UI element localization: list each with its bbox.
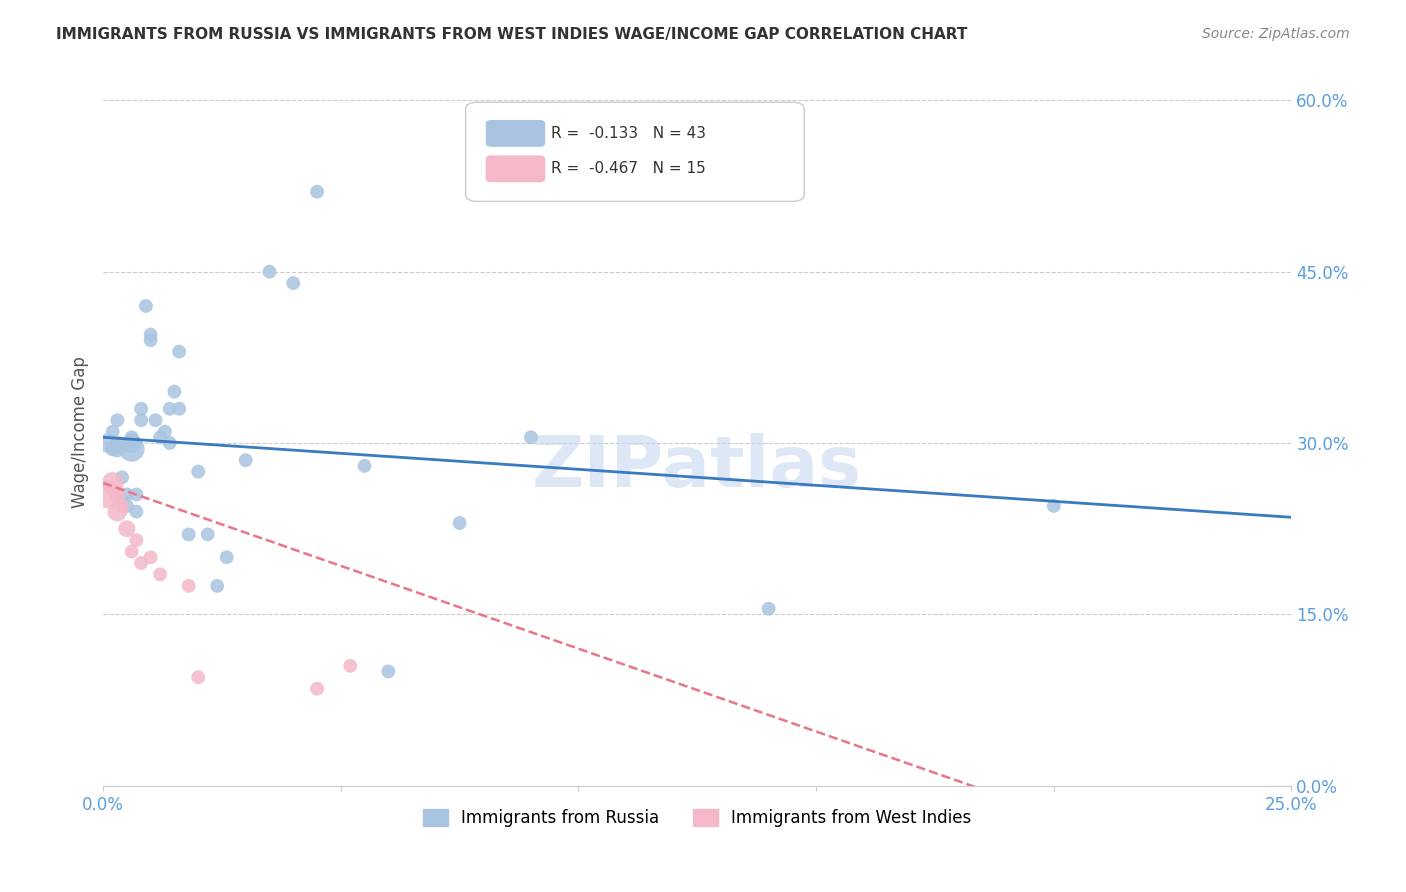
Point [115,499,138,513]
FancyBboxPatch shape [485,120,546,147]
Point [121,544,143,558]
Point [149,567,172,582]
Point [153,425,176,439]
Text: R =  -0.133   N = 43: R = -0.133 N = 43 [551,126,706,141]
Point [167,401,190,416]
Point [105,413,128,427]
Point [121,436,143,450]
Point [1042,499,1064,513]
Y-axis label: Wage/Income Gap: Wage/Income Gap [72,356,89,508]
Point [129,556,152,570]
Point [197,527,219,541]
Point [115,522,138,536]
Point [111,493,134,508]
Point [111,499,134,513]
Point [145,413,167,427]
Point [97,436,120,450]
Point [135,299,157,313]
Point [353,458,375,473]
Text: Source: ZipAtlas.com: Source: ZipAtlas.com [1202,27,1350,41]
Point [377,665,399,679]
Point [115,487,138,501]
Point [205,579,228,593]
Point [111,470,134,484]
Point [159,401,181,416]
Point [101,476,124,491]
Point [105,442,128,456]
Text: ZIPatlas: ZIPatlas [533,433,862,501]
Point [97,487,120,501]
Point [177,527,200,541]
Text: IMMIGRANTS FROM RUSSIA VS IMMIGRANTS FROM WEST INDIES WAGE/INCOME GAP CORRELATIO: IMMIGRANTS FROM RUSSIA VS IMMIGRANTS FRO… [56,27,967,42]
Point [339,658,361,673]
Point [139,327,162,342]
Point [520,430,543,444]
FancyBboxPatch shape [485,155,546,182]
Point [758,601,780,615]
Point [125,487,148,501]
Point [105,487,128,501]
Point [105,505,128,519]
Point [129,401,152,416]
Point [167,344,190,359]
Point [449,516,471,530]
Point [177,579,200,593]
Text: R =  -0.467   N = 15: R = -0.467 N = 15 [551,161,706,177]
Point [305,681,328,696]
Point [149,430,172,444]
Point [215,550,238,565]
Point [139,550,162,565]
Point [305,185,328,199]
Point [187,670,209,684]
Point [125,533,148,548]
Point [159,436,181,450]
Point [121,430,143,444]
Point [187,465,209,479]
FancyBboxPatch shape [465,103,804,202]
Point [129,413,152,427]
Point [283,276,305,290]
Point [163,384,186,399]
Point [259,265,281,279]
Point [125,505,148,519]
Point [101,425,124,439]
Point [105,436,128,450]
Point [139,333,162,347]
Point [121,442,143,456]
Point [101,442,124,456]
Legend: Immigrants from Russia, Immigrants from West Indies: Immigrants from Russia, Immigrants from … [416,803,979,834]
Point [235,453,257,467]
